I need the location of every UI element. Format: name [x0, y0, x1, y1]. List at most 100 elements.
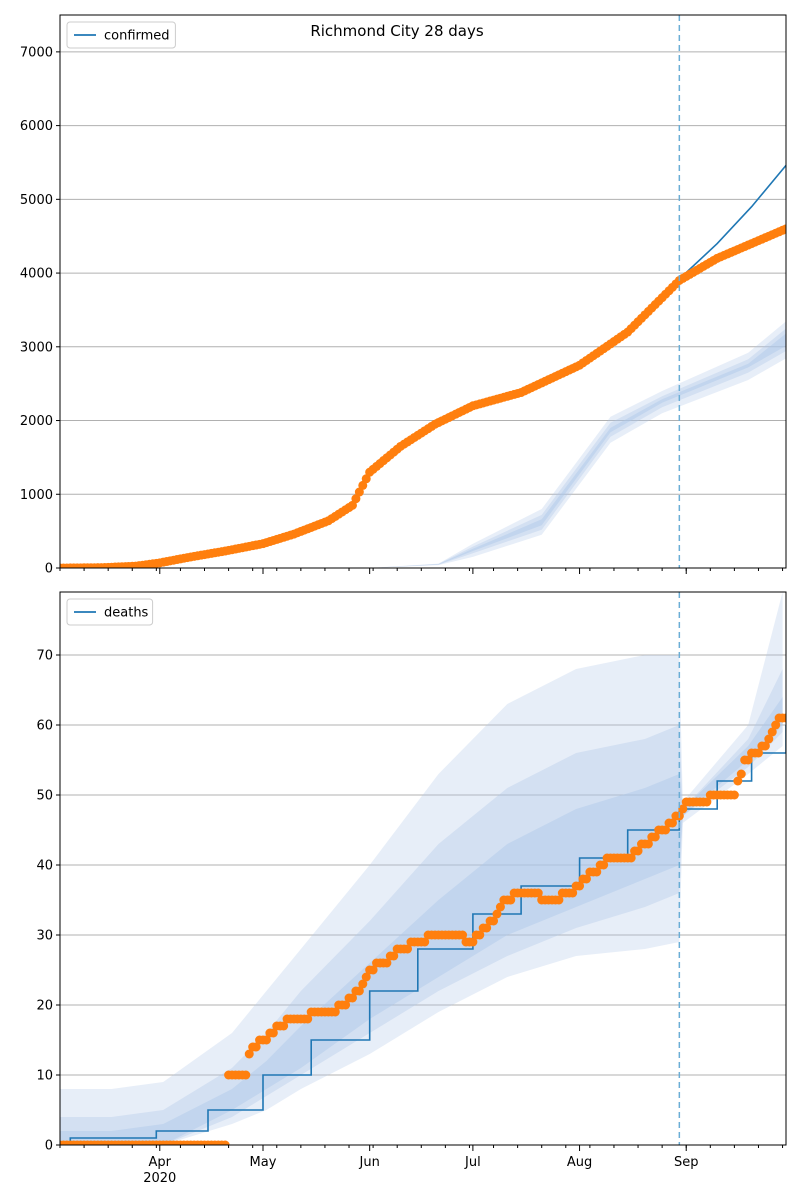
y-tick-label: 70 — [36, 649, 53, 664]
y-tick-label: 20 — [36, 999, 53, 1014]
y-tick-label: 2000 — [20, 414, 53, 429]
data-point — [347, 993, 357, 1003]
data-point — [506, 895, 516, 905]
data-point — [667, 818, 677, 828]
data-point — [661, 825, 671, 835]
uncertainty-band-middle — [369, 328, 786, 568]
data-point — [354, 487, 364, 497]
data-point — [358, 480, 368, 490]
data-point — [279, 1021, 289, 1031]
data-point — [468, 937, 478, 947]
data-point — [753, 748, 763, 758]
data-point — [767, 727, 777, 737]
uncertainty-band-inner — [60, 697, 783, 1145]
y-tick-label: 0 — [45, 1139, 53, 1154]
data-point — [581, 874, 591, 884]
y-tick-label: 4000 — [20, 267, 53, 282]
x-tick-label: Apr — [149, 1155, 172, 1170]
data-point — [382, 958, 392, 968]
uncertainty-band-outer — [369, 321, 786, 568]
y-tick-label: 6000 — [20, 119, 53, 134]
legend-box — [66, 21, 176, 49]
y-tick-label: 30 — [36, 929, 53, 944]
data-point — [781, 713, 786, 723]
data-point — [458, 930, 468, 940]
legend: confirmed — [66, 21, 176, 49]
data-point — [764, 734, 774, 744]
data-point — [361, 972, 371, 982]
data-point — [678, 804, 688, 814]
legend-label: confirmed — [104, 29, 170, 44]
data-point — [554, 895, 564, 905]
data-point — [354, 986, 364, 996]
y-tick-label: 3000 — [20, 340, 53, 355]
plot-area-1 — [60, 592, 786, 1145]
series-points-observed deaths — [60, 713, 786, 1145]
data-point — [368, 965, 378, 975]
data-point — [403, 944, 413, 954]
data-point — [626, 853, 636, 863]
x-tick-label: Jun — [359, 1155, 380, 1170]
data-point — [760, 741, 770, 751]
series-points-observed confirmed — [60, 224, 786, 568]
data-point — [781, 224, 786, 234]
data-point — [736, 769, 746, 779]
data-point — [599, 860, 609, 870]
x-tick-label: Sep — [674, 1155, 699, 1170]
data-point — [261, 1035, 271, 1045]
uncertainty-band-outer — [60, 592, 783, 1145]
data-point — [743, 755, 753, 765]
data-point — [650, 832, 660, 842]
data-point — [251, 1042, 261, 1052]
x-tick-sublabel: 2020 — [143, 1171, 176, 1186]
data-point — [341, 1000, 351, 1010]
data-point — [244, 1049, 254, 1059]
y-tick-label: 50 — [36, 789, 53, 804]
legend-label: deaths — [104, 606, 149, 621]
data-point — [482, 923, 492, 933]
y-tick-label: 5000 — [20, 193, 53, 208]
data-point — [489, 916, 499, 926]
data-point — [220, 1140, 230, 1145]
data-point — [568, 888, 578, 898]
y-tick-label: 40 — [36, 859, 53, 874]
legend-box — [66, 598, 154, 626]
chart-title: Richmond City 28 days — [310, 22, 484, 40]
uncertainty-band-inner — [369, 333, 786, 568]
data-point — [702, 797, 712, 807]
data-point — [351, 494, 361, 504]
y-tick-label: 7000 — [20, 45, 53, 60]
data-point — [330, 1007, 340, 1017]
axes-frame — [59, 591, 787, 1146]
data-point — [492, 909, 502, 919]
y-tick-label: 0 — [45, 562, 53, 577]
data-point — [733, 776, 743, 786]
data-point — [643, 839, 653, 849]
x-tick-label: Aug — [567, 1155, 592, 1170]
legend: deaths — [66, 598, 154, 626]
x-tick-label: Jul — [464, 1155, 481, 1170]
uncertainty-band-middle — [60, 669, 783, 1145]
data-point — [303, 1014, 313, 1024]
series-line-deaths — [60, 725, 786, 1145]
data-point — [633, 846, 643, 856]
data-point — [358, 979, 368, 989]
data-point — [389, 951, 399, 961]
data-point — [361, 474, 371, 484]
y-tick-label: 1000 — [20, 488, 53, 503]
data-point — [420, 937, 430, 947]
data-point — [268, 1028, 278, 1038]
data-point — [592, 867, 602, 877]
data-point — [533, 888, 543, 898]
data-point — [475, 930, 485, 940]
data-point — [729, 790, 739, 800]
y-tick-label: 60 — [36, 719, 53, 734]
data-point — [771, 720, 781, 730]
data-point — [241, 1070, 251, 1080]
plot-area-0 — [60, 51, 786, 568]
data-point — [575, 881, 585, 891]
series-line-confirmed — [60, 164, 786, 568]
y-tick-label: 10 — [36, 1069, 53, 1084]
x-tick-label: May — [250, 1155, 277, 1170]
